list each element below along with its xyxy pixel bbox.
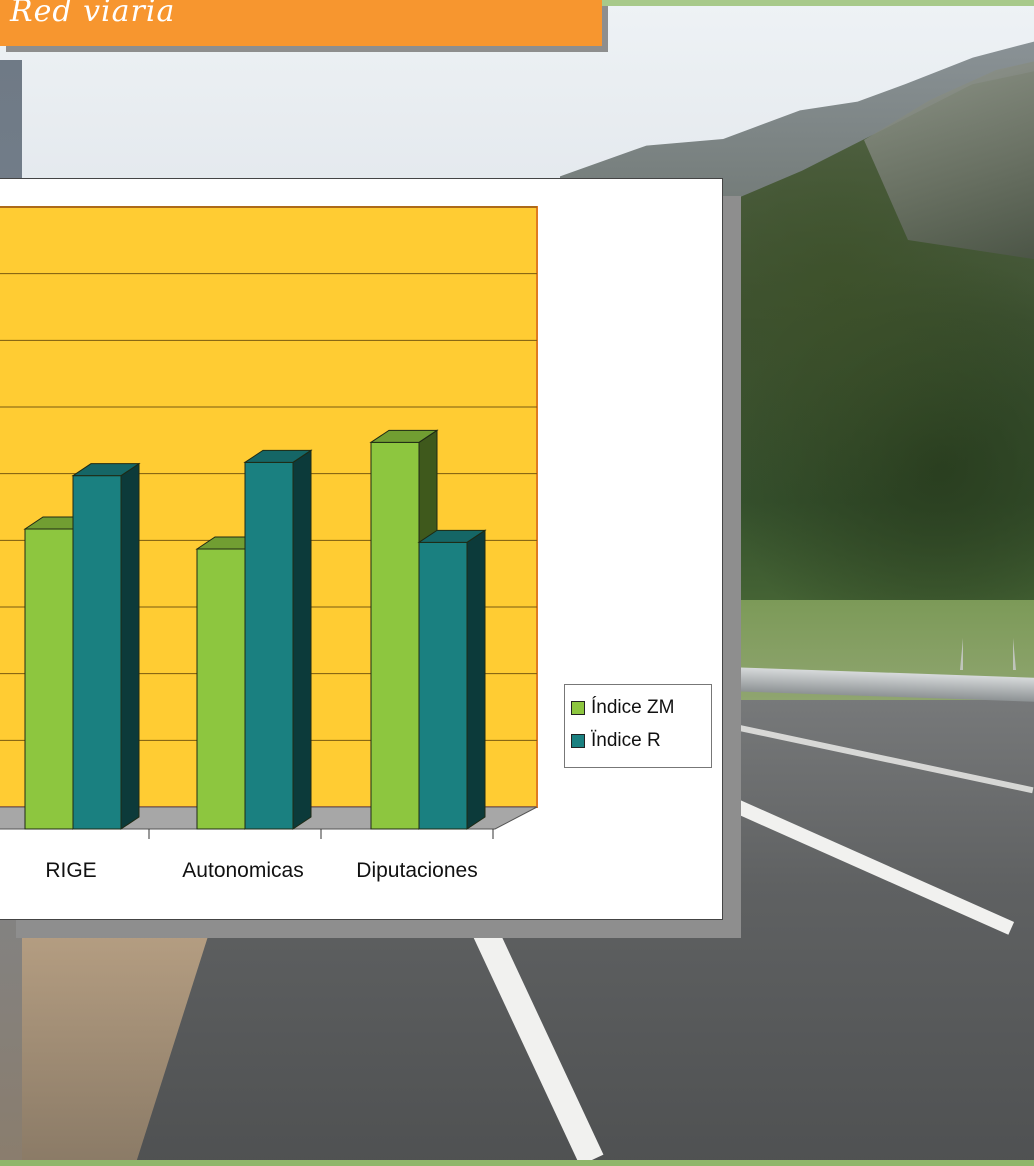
chart-panel: RIGE Autonomicas Diputaciones Índice ZM Ïn… <box>0 178 723 920</box>
bar-1-0 <box>72 475 122 830</box>
bar-top <box>71 463 141 477</box>
bar-0-0 <box>24 528 74 830</box>
legend-item: Índice ZM <box>571 696 674 720</box>
title-banner: Red viaria <box>0 0 602 46</box>
bar-1-1 <box>244 461 294 830</box>
bar-side <box>292 449 312 830</box>
legend-item: Ïndice R <box>571 729 661 753</box>
bar-0-1 <box>196 548 246 830</box>
bar-top <box>369 429 439 443</box>
bar-0-2 <box>370 441 420 830</box>
bottom-accent-strip <box>0 1160 1034 1166</box>
chart-legend: Índice ZM Ïndice R <box>564 684 712 768</box>
bar-side <box>120 462 140 830</box>
x-tick-label: RIGE <box>45 859 96 882</box>
legend-swatch <box>571 701 585 715</box>
legend-label: Índice ZM <box>591 697 675 718</box>
x-tick-label: Autonomicas <box>182 859 303 882</box>
legend-label: Ïndice R <box>591 730 661 751</box>
bar-top <box>243 449 313 463</box>
bar-1-2 <box>418 541 468 830</box>
top-accent-strip <box>600 0 1034 6</box>
bar-top <box>417 529 487 543</box>
bar-side <box>466 529 486 830</box>
legend-swatch <box>571 734 585 748</box>
x-tick-label: Diputaciones <box>356 859 477 882</box>
slide-title: Red viaria <box>10 0 176 29</box>
bar-chart: RIGE Autonomicas Diputaciones <box>0 206 538 882</box>
